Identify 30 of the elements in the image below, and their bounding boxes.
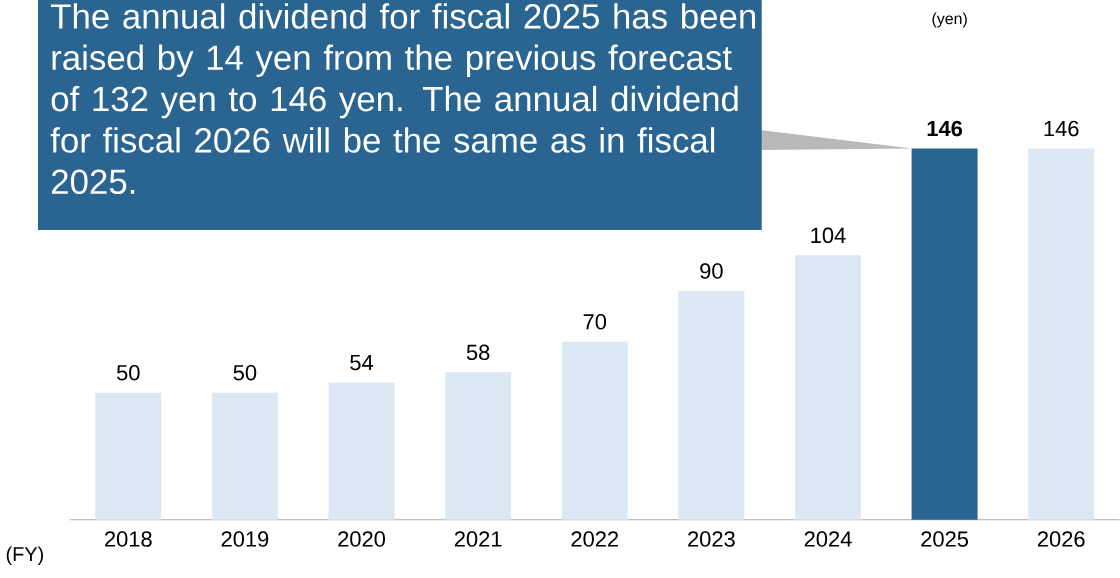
bar (1028, 148, 1095, 520)
bar (678, 291, 745, 520)
text: (yen) (932, 12, 967, 28)
x-tick-label: 2023 (688, 531, 735, 547)
x-tick-label: 2026 (1037, 531, 1085, 547)
annotation: The annual dividend for fiscal 2025 has been raised by 14 yen from the previous forecast of 132 yen to 146 yen. The annual dividend for fiscal 2026 will be the same as in fiscal 2025. (50, 3, 756, 195)
bar (95, 392, 162, 520)
data-label: 90 (700, 263, 723, 279)
x-tick-label: 2021 (454, 531, 502, 547)
bar (211, 392, 278, 520)
data-label: 50 (116, 365, 140, 381)
x-tick-label: 2018 (105, 531, 152, 547)
data-label: 146 (1044, 120, 1079, 137)
data-label: 54 (350, 355, 374, 371)
x-tick-label: 2019 (221, 531, 269, 547)
data-label: 58 (466, 344, 490, 361)
data-label: 50 (233, 365, 257, 381)
bar (794, 255, 861, 520)
x-tick-label: 2025 (921, 531, 969, 547)
data-label: 70 (583, 314, 607, 330)
bar (911, 148, 978, 520)
data-label: 146 (927, 120, 963, 137)
bar (561, 341, 628, 520)
x-tick-label: 2022 (571, 531, 619, 547)
bar (328, 382, 395, 520)
x-axis-title: (FY) (6, 546, 44, 566)
x-tick-label: 2020 (338, 531, 386, 547)
x-tick-label: 2024 (804, 531, 852, 547)
bar (445, 372, 512, 520)
data-label: 104 (811, 227, 846, 244)
